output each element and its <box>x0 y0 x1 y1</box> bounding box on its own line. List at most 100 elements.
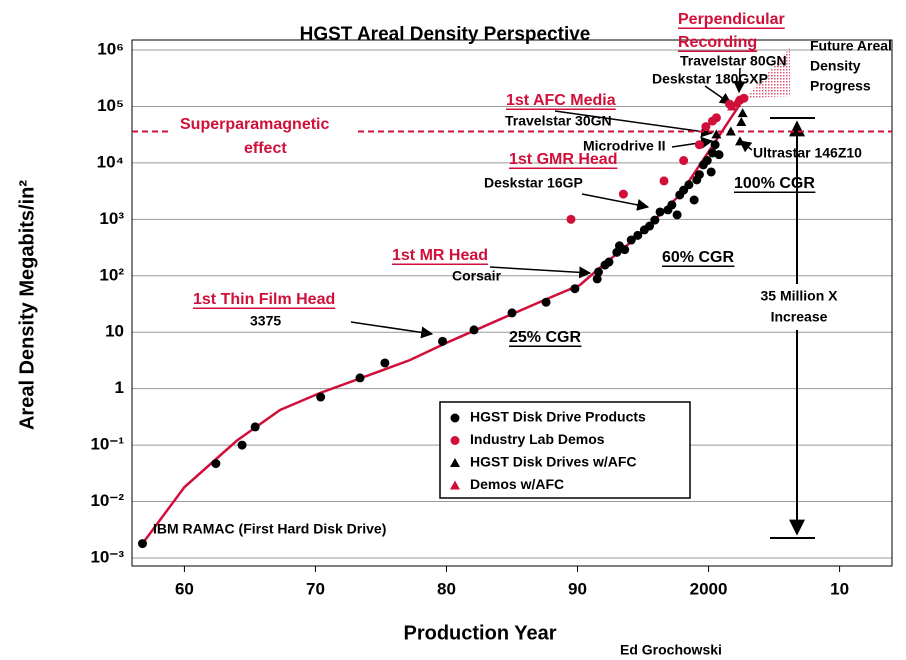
annotation: Future Areal <box>810 38 892 54</box>
plot-frame <box>131 39 893 567</box>
x-tick-label: 2000 <box>690 579 728 598</box>
data-point <box>237 440 247 450</box>
annotation: Ultrastar 146Z10 <box>753 145 862 161</box>
annotation: Travelstar 80GN <box>680 53 787 69</box>
legend-label: Industry Lab Demos <box>470 431 605 447</box>
arrow <box>350 321 434 339</box>
annotation: Progress <box>810 78 871 94</box>
annotation: Recording <box>678 34 757 51</box>
arrow <box>581 193 650 211</box>
y-tick-label: 1 <box>115 378 124 397</box>
arrow <box>733 67 746 94</box>
range-label-bg <box>728 284 868 330</box>
annotation: Superparamagnetic <box>180 116 329 133</box>
arrows <box>350 67 868 539</box>
data-point <box>438 336 448 346</box>
data-point <box>566 214 576 224</box>
legend-label: Demos w/AFC <box>470 476 564 492</box>
data-point <box>626 235 636 245</box>
data-point <box>711 129 722 139</box>
x-axis-label: Production Year <box>403 622 556 644</box>
data-point <box>706 167 716 177</box>
data-point <box>618 189 628 199</box>
data-point <box>731 98 742 108</box>
y-tick-label: 10⁻² <box>90 491 124 510</box>
data-point <box>593 267 603 277</box>
annotation: Increase <box>771 309 828 325</box>
annotation: Microdrive II <box>583 138 665 154</box>
annotation: IBM RAMAC (First Hard Disk Drive) <box>153 521 386 537</box>
credit: Ed Grochowski <box>620 642 722 658</box>
y-tick-label: 10 <box>105 322 124 341</box>
annotation: 3375 <box>250 313 281 329</box>
annotation: Deskstar 16GP <box>484 175 583 191</box>
y-tick-label: 10³ <box>99 209 124 228</box>
y-tick-label: 10⁵ <box>97 96 124 115</box>
y-tick-label: 10⁻³ <box>90 547 124 566</box>
data-point <box>739 93 749 103</box>
data-point <box>679 156 689 166</box>
data-point <box>701 122 711 132</box>
legend-marker <box>450 413 460 423</box>
data-point <box>137 539 147 549</box>
x-tick-label: 80 <box>437 579 456 598</box>
data-point <box>736 117 747 127</box>
legend-label: HGST Disk Drive Products <box>470 409 646 425</box>
data-point <box>735 136 745 146</box>
x-tick-label: 70 <box>306 579 325 598</box>
legend-label: HGST Disk Drives w/AFC <box>470 454 637 470</box>
annotation: 1st AFC Media <box>506 92 616 109</box>
arrow <box>671 136 714 149</box>
annotation: 1st Thin Film Head <box>193 291 335 308</box>
annotation: 1st MR Head <box>392 247 488 264</box>
data-point <box>469 325 479 335</box>
data-point <box>633 230 643 240</box>
data-point <box>592 274 602 284</box>
data-point <box>689 195 699 205</box>
data-point <box>725 126 736 136</box>
arrow <box>554 110 714 138</box>
y-axis-label: Areal Density Megabits/in² <box>16 180 38 430</box>
legend-marker <box>450 480 460 490</box>
y-tick-label: 10² <box>99 265 124 284</box>
annotation: Travelstar 30GN <box>505 113 612 129</box>
data-point <box>250 422 260 432</box>
data-point <box>655 207 665 217</box>
data-point <box>570 284 580 294</box>
annotation: 25% CGR <box>509 329 581 346</box>
data-point <box>620 245 630 255</box>
data-point <box>604 257 614 267</box>
annotation: Deskstar 180GXP <box>652 71 768 87</box>
y-tick-label: 10⁻¹ <box>90 435 124 454</box>
data-point <box>211 459 221 469</box>
annotation: effect <box>244 140 287 157</box>
annotation: Perpendicular <box>678 11 785 28</box>
data-point <box>737 108 748 118</box>
data-point <box>507 308 517 318</box>
annotation: Corsair <box>452 268 502 284</box>
data-point <box>316 392 326 402</box>
data-point <box>355 373 365 383</box>
annotation: 100% CGR <box>734 175 815 192</box>
grid <box>132 49 892 559</box>
y-tick-label: 10⁶ <box>97 39 124 58</box>
data-point <box>694 140 704 150</box>
data-point <box>711 113 721 123</box>
annotation: 1st GMR Head <box>509 151 617 168</box>
y-tick-label: 10⁴ <box>97 152 124 171</box>
annotation: 35 Million X <box>760 288 838 304</box>
data-point <box>684 180 694 190</box>
future-progress-wedge <box>745 48 790 98</box>
legend: HGST Disk Drive Products Industry Lab Dem… <box>439 401 691 499</box>
arrow <box>489 266 592 279</box>
x-tick-label: 10 <box>830 579 849 598</box>
annotation: Density <box>810 58 861 74</box>
data-point <box>650 215 660 225</box>
legend-marker <box>450 436 460 445</box>
data-point <box>672 210 682 220</box>
data-point <box>541 297 551 307</box>
legend-marker <box>450 458 460 467</box>
data-point <box>710 140 720 150</box>
data-point <box>659 176 669 186</box>
